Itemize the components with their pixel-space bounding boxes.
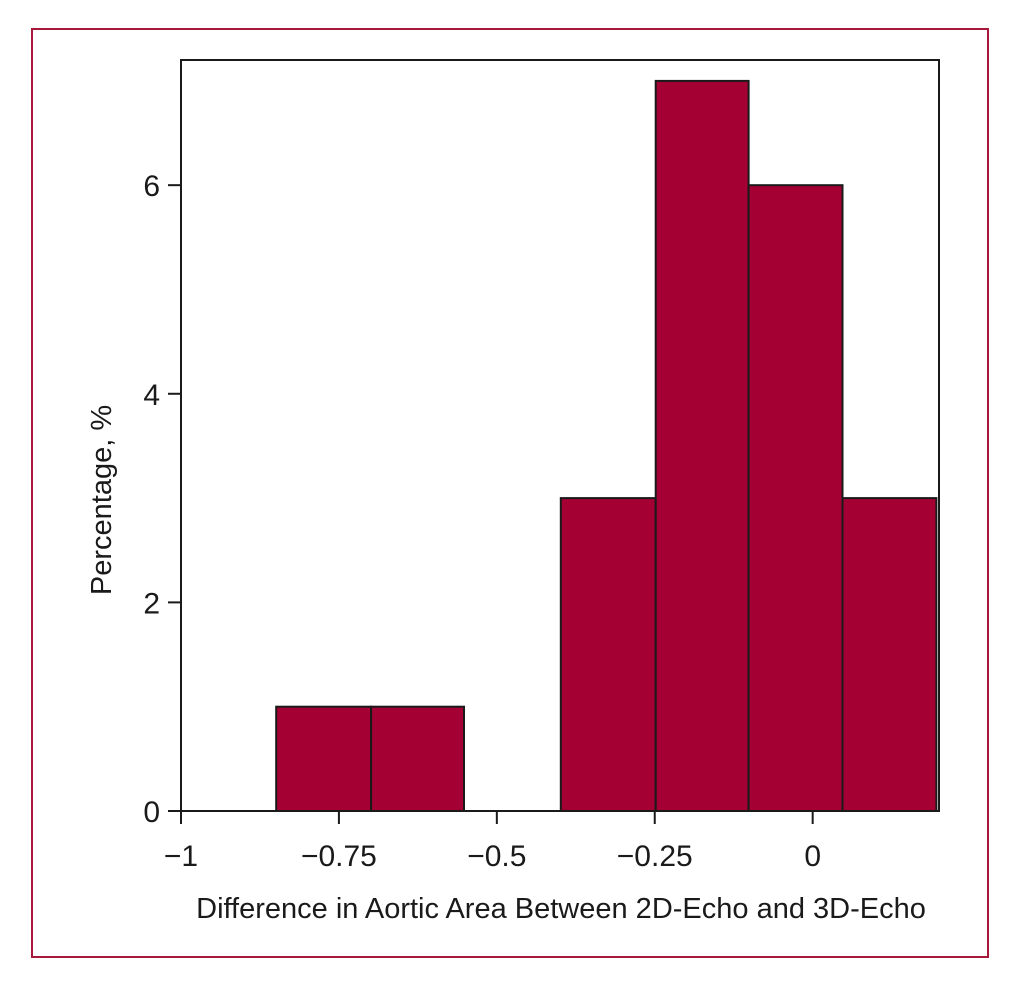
x-tick-label-3: −0.5 bbox=[467, 840, 526, 873]
x-tick-label-1: −1 bbox=[164, 840, 198, 873]
histogram-bar-4 bbox=[559, 497, 657, 812]
bars-group bbox=[275, 79, 938, 813]
x-tick-label-2: −0.75 bbox=[301, 840, 377, 873]
y-tick-label-2: 2 bbox=[143, 587, 160, 620]
histogram-bar-6 bbox=[747, 184, 844, 812]
x-axis-title: Difference in Aortic Area Between 2D-Ech… bbox=[196, 893, 926, 925]
y-axis: 0 2 4 6 bbox=[143, 170, 181, 829]
histogram-bar-7 bbox=[841, 497, 938, 812]
y-tick-label-1: 0 bbox=[143, 796, 160, 829]
x-axis: −1 −0.75 −0.5 −0.25 0 bbox=[164, 811, 821, 873]
histogram-bar-2 bbox=[370, 705, 466, 813]
y-tick-label-3: 4 bbox=[143, 379, 160, 412]
x-tick-label-5: 0 bbox=[804, 840, 821, 873]
y-axis-title: Percentage, % bbox=[86, 405, 118, 595]
histogram-bar-5 bbox=[654, 79, 750, 812]
y-tick-label-4: 6 bbox=[143, 170, 160, 203]
x-tick-label-4: −0.25 bbox=[617, 840, 693, 873]
histogram-bar-1 bbox=[275, 705, 373, 813]
